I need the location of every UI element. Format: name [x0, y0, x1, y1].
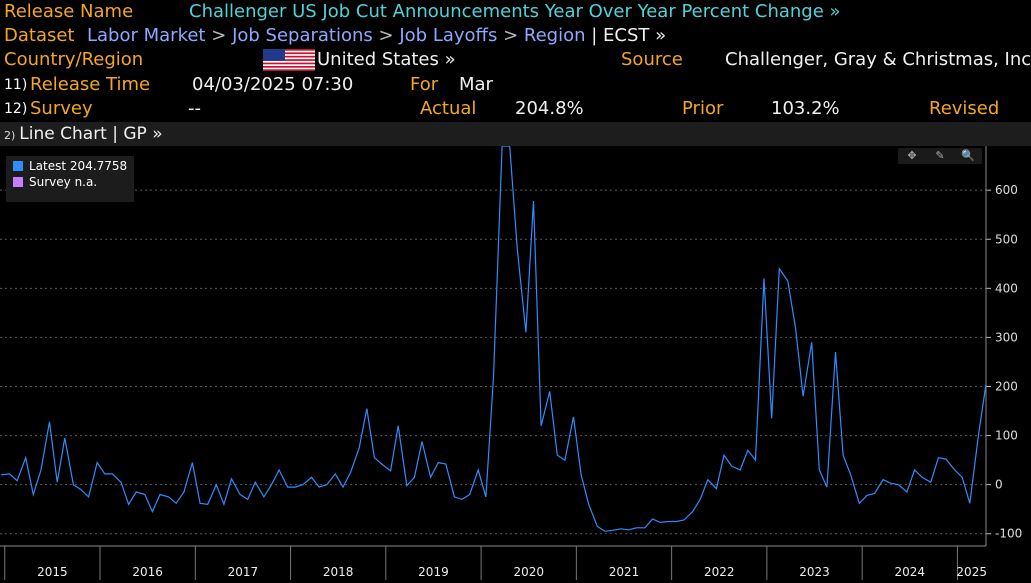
breadcrumb-item-region[interactable]: Region [523, 25, 586, 46]
actual-value: 204.8% [515, 98, 584, 119]
pan-icon[interactable]: ✥ [898, 148, 926, 164]
breadcrumb-item-labor-market[interactable]: Labor Market [87, 25, 206, 46]
zoom-icon[interactable]: 🔍 [954, 148, 982, 164]
survey-label[interactable]: Survey [30, 98, 93, 119]
y-tick-label: -100 [995, 527, 1022, 541]
prior-value: 103.2% [771, 98, 840, 119]
row-number: 11) [4, 77, 28, 93]
y-tick-label: 400 [995, 281, 1018, 295]
release-time-row: 11) Release Time 04/03/2025 07:30 For Ma… [0, 73, 1031, 97]
chart-tab-bar[interactable]: 2) Line Chart | GP » [0, 122, 1031, 146]
chart-tab-label[interactable]: Line Chart | GP » [19, 124, 163, 144]
legend-latest-value: 204.7758 [69, 159, 128, 173]
x-tick-label: 2015 [37, 565, 68, 579]
dataset-label: Dataset [4, 25, 75, 46]
survey-row: 12) Survey -- Actual 204.8% Prior 103.2%… [0, 97, 1031, 121]
legend-survey-label: Survey [29, 175, 71, 189]
actual-label: Actual [420, 98, 477, 119]
chevron-right-icon: > [211, 25, 227, 46]
source-label: Source [621, 49, 683, 70]
series-line-latest [0, 146, 986, 532]
country-label: Country/Region [4, 49, 144, 70]
x-tick-label: 2018 [323, 565, 354, 579]
release-time-label[interactable]: Release Time [30, 74, 151, 95]
x-tick-label: 2016 [132, 565, 163, 579]
y-tick-label: 200 [995, 379, 1018, 393]
for-value: Mar [459, 74, 493, 95]
release-time-value: 04/03/2025 07:30 [192, 74, 354, 95]
y-tick-label: 500 [995, 232, 1018, 246]
release-name-link[interactable]: Challenger US Job Cut Announcements Year… [189, 1, 841, 22]
y-tick-label: 600 [995, 183, 1018, 197]
x-tick-label: 2017 [228, 565, 259, 579]
release-name-label: Release Name [4, 1, 134, 22]
x-tick-label: 2023 [799, 565, 830, 579]
ecst-link[interactable]: | ECST » [591, 25, 667, 46]
tab-number: 2) [4, 129, 16, 142]
latest-swatch [13, 161, 23, 171]
dataset-row: Dataset Labor Market > Job Separations >… [0, 24, 1031, 48]
country-link[interactable]: United States » [317, 49, 456, 70]
row-number: 12) [4, 101, 28, 117]
release-name-row: Release Name Challenger US Job Cut Annou… [0, 0, 1031, 24]
breadcrumb-item-job-layoffs[interactable]: Job Layoffs [399, 25, 498, 46]
source-value: Challenger, Gray & Christmas, Inc [725, 49, 1031, 70]
country-row: Country/Region United States » Source Ch… [0, 48, 1031, 72]
legend-survey-value: n.a. [74, 175, 98, 189]
x-tick-label: 2021 [609, 565, 640, 579]
chevron-right-icon: > [378, 25, 394, 46]
y-tick-label: 0 [995, 478, 1003, 492]
x-tick-label: 2024 [895, 565, 926, 579]
x-tick-label: 2019 [418, 565, 449, 579]
breadcrumb-item-job-separations[interactable]: Job Separations [232, 25, 373, 46]
prior-label: Prior [682, 98, 724, 119]
legend-latest-label: Latest [29, 159, 67, 173]
breadcrumb: Labor Market > Job Separations > Job Lay… [87, 24, 666, 48]
x-tick-label: 2020 [513, 565, 544, 579]
us-flag-icon [263, 49, 315, 71]
x-tick-label: 2025 [956, 565, 987, 579]
line-chart[interactable]: 600 500 400 300 200 100 0 -100 2015 2016 2017 2018 2… [0, 146, 1031, 583]
legend-latest: Latest 204.7758 [6, 158, 134, 174]
survey-swatch [13, 177, 23, 187]
legend-survey: Survey n.a. [6, 174, 134, 190]
for-label: For [410, 74, 439, 95]
survey-value: -- [188, 98, 201, 119]
y-tick-label: 100 [995, 429, 1018, 443]
chevron-right-icon: > [503, 25, 519, 46]
revised-label: Revised [929, 98, 1000, 119]
pencil-icon[interactable]: ✎ [926, 148, 954, 164]
chart-legend: Latest 204.7758 Survey n.a. [6, 156, 134, 202]
x-tick-label: 2022 [704, 565, 735, 579]
y-tick-label: 300 [995, 330, 1018, 344]
